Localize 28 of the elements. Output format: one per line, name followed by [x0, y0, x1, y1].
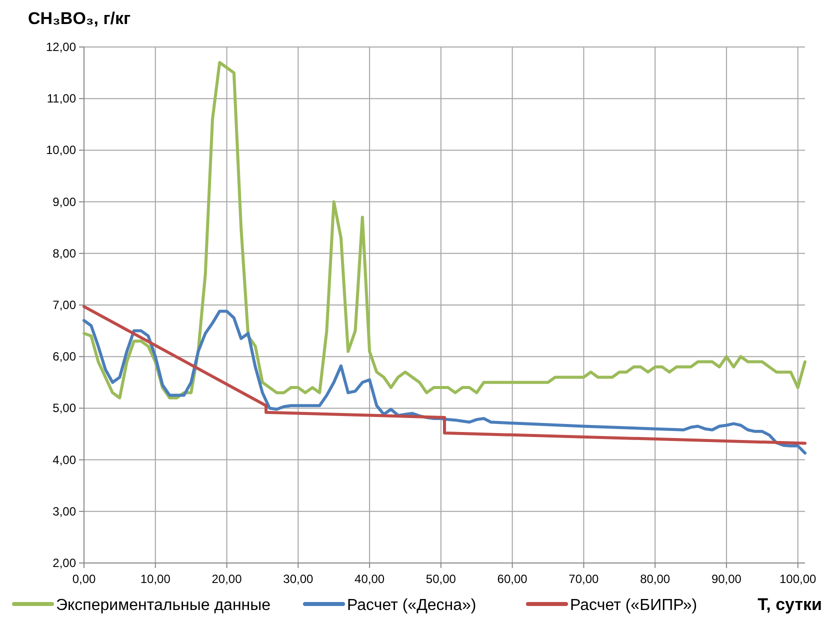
legend-label: Расчет («БИПР»): [570, 597, 698, 614]
x-tick-label: 80,00: [640, 572, 670, 586]
y-tick-label: 7,00: [52, 298, 76, 312]
legend-label: Экспериментальные данные: [56, 597, 271, 614]
x-tick-label: 60,00: [497, 572, 528, 586]
y-axis-title: CH₃BO₃, г/кг: [28, 9, 131, 28]
y-tick-label: 3,00: [52, 504, 76, 518]
legend-label: Расчет («Десна»): [347, 597, 476, 614]
x-tick-label: 20,00: [212, 572, 242, 586]
x-tick-label: 90,00: [711, 572, 742, 586]
y-tick-label: 5,00: [52, 401, 76, 416]
x-tick-label: 50,00: [426, 572, 456, 586]
y-tick-label: 6,00: [52, 350, 76, 364]
y-tick-label: 12,00: [46, 40, 76, 54]
x-tick-label: 0,00: [72, 572, 96, 586]
x-tick-label: 70,00: [568, 572, 600, 586]
y-tick-label: 2,00: [52, 556, 76, 570]
y-tick-label: 11,00: [46, 92, 76, 106]
x-tick-label: 30,00: [283, 572, 314, 586]
y-tick-label: 9,00: [52, 194, 76, 209]
line-series: [82, 60, 806, 400]
x-tick-label: 10,00: [140, 572, 171, 586]
y-tick-label: 10,00: [46, 143, 76, 158]
x-axis-title: T, сутки: [758, 595, 822, 614]
x-tick-label: 100,00: [780, 572, 817, 586]
y-tick-label: 4,00: [52, 452, 76, 467]
y-tick-label: 8,00: [52, 246, 76, 260]
x-tick-label: 40,00: [354, 572, 385, 586]
